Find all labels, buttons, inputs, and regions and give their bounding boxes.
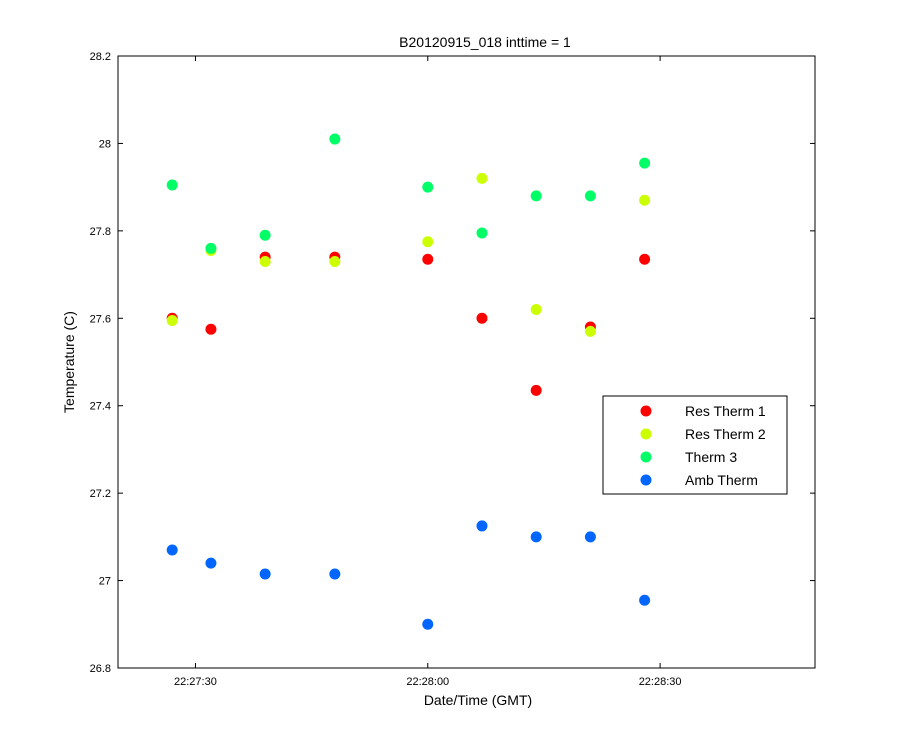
point-amb-therm [530,531,542,543]
point-amb-therm [639,594,651,606]
x-tick-label: 22:28:30 [639,676,682,688]
plot-area-frame [117,55,816,669]
point-therm-3 [329,133,341,145]
point-res-therm-2 [166,314,178,326]
x-tick-label: 22:28:00 [406,676,449,688]
point-res-therm-1 [530,384,542,396]
legend-marker [640,474,652,486]
point-therm-3 [584,190,596,202]
y-axis: 26.8 27 27.2 27.4 27.6 27.8 28 28.2 [90,51,815,675]
point-res-therm-2 [584,325,596,337]
legend: Res Therm 1 Res Therm 2 Therm 3 Amb Therm [602,395,788,495]
chart-title: B20120915_018 inttime = 1 [399,34,571,50]
y-tick-label: 26.8 [90,663,111,675]
legend-label: Amb Therm [685,472,758,488]
x-axis-label: Date/Time (GMT) [424,692,532,708]
point-res-therm-1 [639,253,651,265]
point-res-therm-1 [422,253,434,265]
point-res-therm-2 [639,194,651,206]
x-axis: 22:27:30 22:28:00 22:28:30 [174,56,682,688]
point-res-therm-2 [530,304,542,316]
point-therm-3 [476,227,488,239]
point-amb-therm [422,618,434,630]
point-therm-3 [422,181,434,193]
point-amb-therm [329,568,341,580]
legend-box [602,395,788,495]
legend-label: Res Therm 2 [685,426,766,442]
point-therm-3 [166,179,178,191]
y-axis-label: Temperature (C) [61,311,77,413]
point-amb-therm [166,544,178,556]
point-therm-3 [639,157,651,169]
point-amb-therm [584,531,596,543]
y-tick-label: 28 [99,138,111,150]
y-tick-label: 27.6 [90,313,111,325]
y-tick-label: 27.8 [90,226,111,238]
legend-label: Res Therm 1 [685,403,766,419]
point-amb-therm [476,520,488,532]
point-res-therm-2 [422,236,434,248]
y-tick-label: 27.2 [90,488,111,500]
point-res-therm-1 [205,323,217,335]
point-therm-3 [530,190,542,202]
y-tick-label: 27.4 [90,401,111,413]
point-therm-3 [205,242,217,254]
y-tick-label: 27 [99,576,111,588]
point-res-therm-2 [259,255,271,267]
point-res-therm-2 [329,255,341,267]
point-res-therm-1 [476,312,488,324]
legend-marker [640,428,652,440]
data-points [166,133,651,630]
y-tick-label: 28.2 [90,51,111,63]
point-amb-therm [205,557,217,569]
legend-marker [640,405,652,417]
x-tick-label: 22:27:30 [174,676,217,688]
point-res-therm-2 [476,172,488,184]
point-therm-3 [259,229,271,241]
legend-marker [640,451,652,463]
point-amb-therm [259,568,271,580]
legend-label: Therm 3 [685,449,737,465]
